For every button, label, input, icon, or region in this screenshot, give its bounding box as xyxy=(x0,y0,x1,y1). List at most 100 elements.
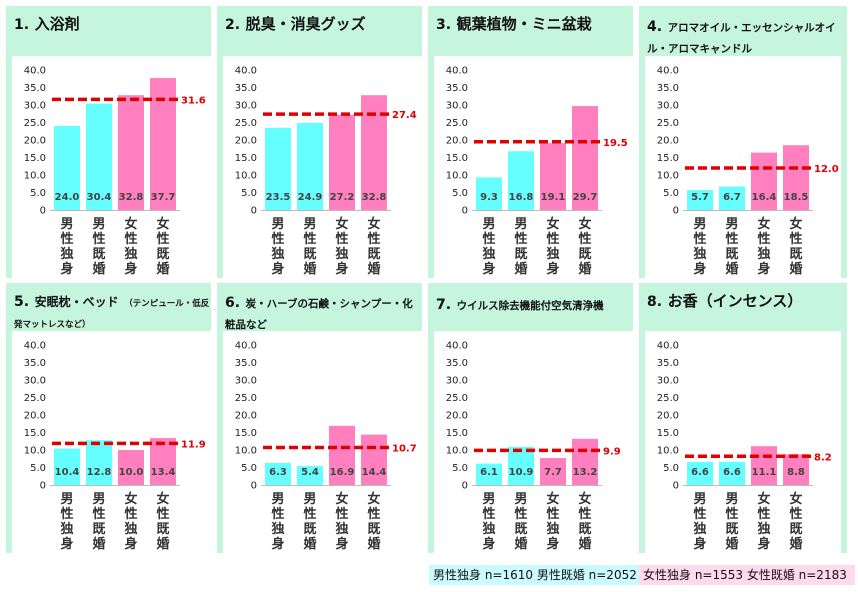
category-label-char: 身 xyxy=(482,261,495,277)
y-tick-label: 35.0 xyxy=(24,83,46,94)
y-tick-label: 40.0 xyxy=(657,341,679,352)
y-tick-label: 40.0 xyxy=(657,66,679,77)
category-label-char: 性 xyxy=(367,506,380,522)
panel-number: 3. xyxy=(436,17,452,33)
panel-title-text: 入浴剤 xyxy=(34,15,80,33)
panel-5: 5. 安眠枕・ベッド （テンピュール・低反発マットレスなど） 40.0 35.0 3… xyxy=(6,283,211,553)
bar-value-label: 37.7 xyxy=(151,192,176,203)
y-tick-label: 25.0 xyxy=(24,393,46,404)
bar-4 xyxy=(361,434,387,485)
panel-title: 5. 安眠枕・ベッド （テンピュール・低反発マットレスなど） xyxy=(14,291,212,333)
category-label-char: 女 xyxy=(335,216,348,232)
y-tick-label: 30.0 xyxy=(657,101,679,112)
y-tick-label: 5.0 xyxy=(241,463,257,474)
bar-1 xyxy=(54,448,80,485)
y-tick-label: 35.0 xyxy=(657,83,679,94)
category-label-char: 男 xyxy=(725,492,738,507)
y-tick-label: 10.0 xyxy=(446,446,468,457)
plot-area: 40.0 35.0 30.0 25.0 20.0 15.0 10.0 5.0 0 9.3 男性独身 1… xyxy=(434,56,633,278)
category-label-char: 婚 xyxy=(514,261,527,277)
legend-male: 男性独身 n=1610 男性既婚 n=2052 xyxy=(429,565,642,585)
bar-value-label: 12.8 xyxy=(87,467,112,478)
category-label-char: 独 xyxy=(124,246,137,262)
y-tick-label: 40.0 xyxy=(446,66,468,77)
y-tick-label: 35.0 xyxy=(446,358,468,369)
category-label-char: 性 xyxy=(303,231,316,247)
y-tick-label: 5.0 xyxy=(663,188,679,199)
bar-2 xyxy=(297,466,323,485)
category-label-char: 独 xyxy=(271,521,284,537)
category-label-char: 身 xyxy=(546,261,559,277)
bar-chart: 40.0 35.0 30.0 25.0 20.0 15.0 10.0 5.0 0 24.0 男性独身… xyxy=(24,66,206,278)
y-tick-label: 10.0 xyxy=(657,446,679,457)
category-label-char: 既 xyxy=(789,522,802,537)
plot-area: 40.0 35.0 30.0 25.0 20.0 15.0 10.0 5.0 0 24.0 男性独身… xyxy=(12,56,211,278)
category-label-char: 婚 xyxy=(303,261,316,277)
bar-1 xyxy=(476,177,502,210)
bar-value-label: 8.8 xyxy=(787,467,805,478)
y-tick-label: 15.0 xyxy=(24,428,46,439)
plot-area: 40.0 35.0 30.0 25.0 20.0 15.0 10.0 5.0 0 6.3 男性独身 5… xyxy=(223,331,422,553)
category-label-char: 女 xyxy=(367,491,380,507)
bar-value-label: 13.2 xyxy=(573,467,598,478)
category-label-char: 婚 xyxy=(156,261,169,277)
bar-value-label: 19.1 xyxy=(541,192,566,203)
bar-2 xyxy=(86,440,112,485)
panel-title-text: 安眠枕・ベッド xyxy=(34,295,119,309)
category-label-char: 既 xyxy=(156,522,169,537)
legend-female: 女性独身 n=1553 女性既婚 n=2183 xyxy=(639,565,855,585)
bar-value-label: 9.3 xyxy=(480,192,498,203)
category-label-char: 性 xyxy=(546,506,559,522)
bar-3 xyxy=(329,425,355,485)
bar-chart: 40.0 35.0 30.0 25.0 20.0 15.0 10.0 5.0 0 5.7 男性独身 6… xyxy=(657,66,839,278)
bar-value-label: 10.9 xyxy=(509,467,534,478)
bar-value-label: 30.4 xyxy=(87,192,112,203)
category-label-char: 既 xyxy=(725,522,738,537)
category-label-char: 独 xyxy=(335,521,348,537)
bar-value-label: 24.9 xyxy=(298,192,323,203)
bar-value-label: 27.2 xyxy=(330,192,355,203)
average-label: 11.9 xyxy=(181,439,206,450)
category-label-char: 男 xyxy=(271,492,284,507)
y-tick-label: 15.0 xyxy=(235,428,257,439)
category-label-char: 性 xyxy=(514,231,527,247)
panel-number: 6. xyxy=(225,295,241,311)
category-label-char: 性 xyxy=(156,231,169,247)
category-label-char: 既 xyxy=(789,247,802,262)
bar-3 xyxy=(751,446,777,485)
category-label-char: 性 xyxy=(482,506,495,522)
category-label-char: 身 xyxy=(271,536,284,552)
y-tick-label: 10.0 xyxy=(235,171,257,182)
y-tick-label: 10.0 xyxy=(446,171,468,182)
category-label-char: 身 xyxy=(124,261,137,277)
bar-chart: 40.0 35.0 30.0 25.0 20.0 15.0 10.0 5.0 0 6.1 男性独身 1… xyxy=(446,341,621,553)
y-tick-label: 10.0 xyxy=(657,171,679,182)
panel-number: 1. xyxy=(14,17,30,33)
panel-title-text: お香（インセンス） xyxy=(667,292,803,310)
bar-value-label: 6.6 xyxy=(691,467,709,478)
category-label-char: 既 xyxy=(92,522,105,537)
category-label-char: 性 xyxy=(725,231,738,247)
panel-number: 2. xyxy=(225,17,241,33)
category-label-char: 身 xyxy=(757,536,770,552)
y-tick-label: 25.0 xyxy=(657,118,679,129)
bar-value-label: 6.7 xyxy=(723,192,741,203)
panel-title: 8. お香（インセンス） xyxy=(647,291,847,312)
y-tick-label: 35.0 xyxy=(446,83,468,94)
category-label-char: 身 xyxy=(693,536,706,552)
category-label-char: 男 xyxy=(514,217,527,232)
average-label: 9.9 xyxy=(603,446,621,457)
category-label-char: 男 xyxy=(482,492,495,507)
category-label-char: 性 xyxy=(271,506,284,522)
y-tick-label: 15.0 xyxy=(446,428,468,439)
category-label-char: 既 xyxy=(578,247,591,262)
category-label-char: 女 xyxy=(789,216,802,232)
y-tick-label: 0 xyxy=(673,206,679,217)
y-tick-label: 35.0 xyxy=(24,358,46,369)
category-label-char: 性 xyxy=(92,231,105,247)
plot-area: 40.0 35.0 30.0 25.0 20.0 15.0 10.0 5.0 0 23.5 男性独身… xyxy=(223,56,422,278)
category-label-char: 性 xyxy=(367,231,380,247)
category-label-char: 男 xyxy=(303,492,316,507)
category-label-char: 女 xyxy=(367,216,380,232)
category-label-char: 既 xyxy=(303,522,316,537)
